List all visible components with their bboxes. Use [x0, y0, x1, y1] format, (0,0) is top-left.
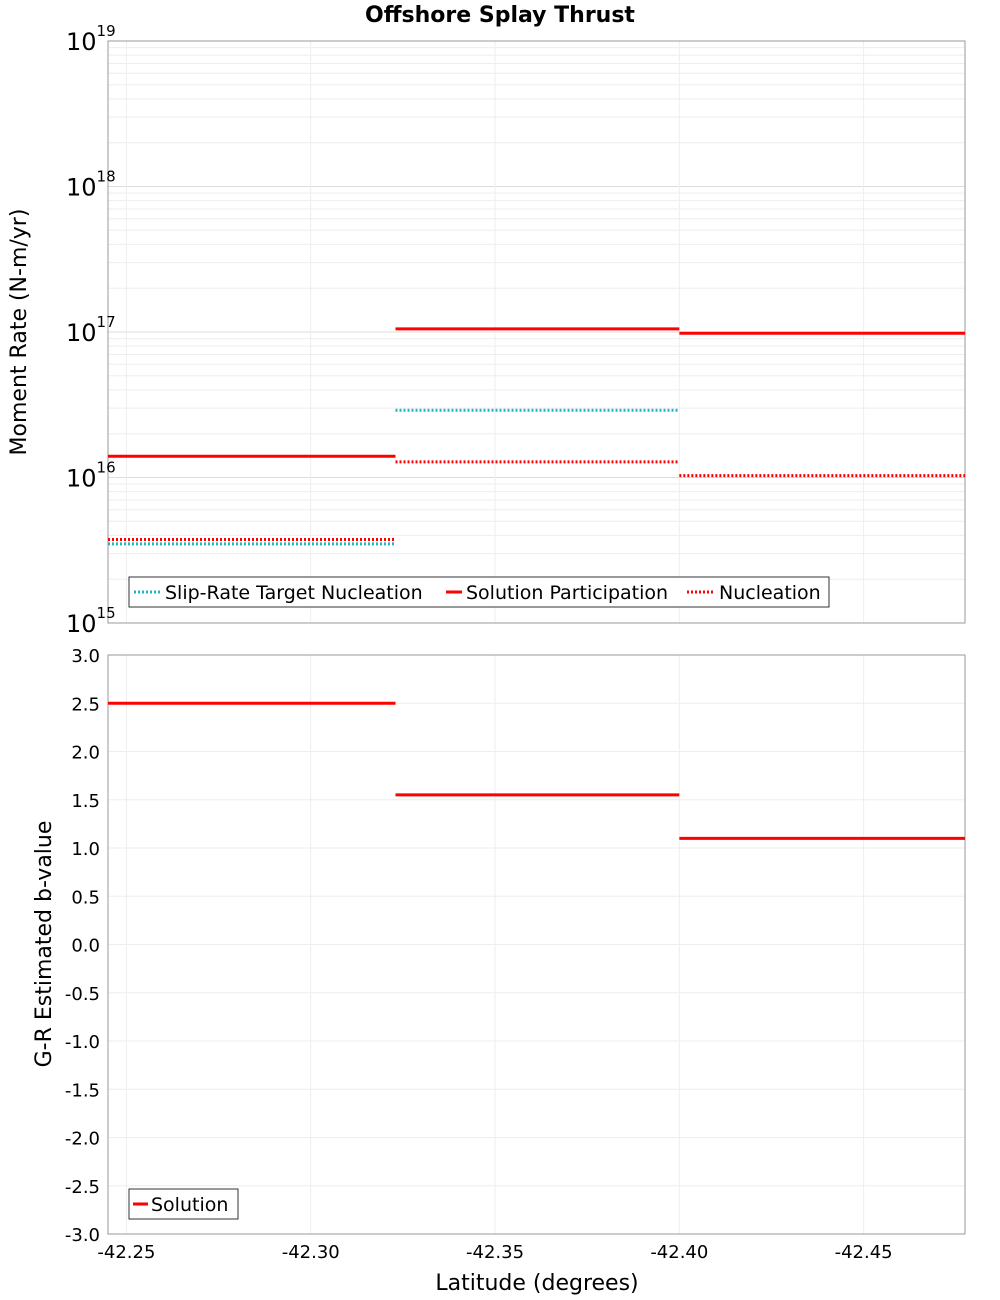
moment-rate-y-tick-label: 1018 [66, 168, 116, 202]
moment-rate-y-ticks: 1015 1016 1017 1018 1019 [66, 22, 116, 638]
b-value-y-tick-label: 2.5 [71, 694, 100, 715]
b-value-y-ticks: -3.0 -2.5 -2.0 -1.5 -1.0 -0.5 0.0 0.5 1.0 1.5 2.0 2… [65, 646, 100, 1246]
b-value-y-tick-label: -2.5 [65, 1177, 100, 1198]
latitude-x-tick-label: -42.35 [466, 1242, 524, 1263]
b-value-y-tick-label: 3.0 [71, 646, 100, 667]
b-value-y-axis-label: G-R Estimated b-value [32, 821, 57, 1068]
b-value-y-tick-label: -1.0 [65, 1032, 100, 1053]
moment-rate-legend: Slip-Rate Target Nucleation Solution Par… [128, 576, 830, 608]
b-value-y-tick-label: -2.0 [65, 1129, 100, 1150]
b-value-y-tick-label: 0.0 [71, 936, 100, 957]
b-value-series [108, 701, 965, 840]
b-value-y-tick-label: 1.5 [71, 791, 100, 812]
legend-label-nucleation: Nucleation [719, 582, 821, 604]
b-value-y-tick-label: 1.0 [71, 839, 100, 860]
legend-label-solution-participation: Solution Participation [466, 582, 668, 604]
chart-title: Offshore Splay Thrust [365, 3, 635, 28]
b-value-y-tick-label: -0.5 [65, 984, 100, 1005]
moment-rate-series [108, 327, 965, 546]
b-value-y-tick-label: -3.0 [65, 1225, 100, 1246]
b-value-y-tick-label: 0.5 [71, 887, 100, 908]
moment-rate-y-tick-label: 1016 [66, 459, 116, 493]
x-axis-label: Latitude (degrees) [435, 1271, 638, 1296]
moment-rate-panel: 1015 1016 1017 1018 1019 Moment Rate (N-m/yr… [7, 22, 966, 638]
moment-rate-y-tick-label: 1017 [66, 313, 116, 347]
moment-rate-y-tick-label: 1019 [66, 22, 116, 56]
moment-rate-gridlines [108, 41, 965, 624]
latitude-x-ticks: -42.25 -42.30 -42.35 -42.40 -42.45 [97, 1242, 892, 1263]
b-value-plot-frame [107, 654, 966, 1235]
legend-label-solution: Solution [151, 1194, 228, 1216]
b-value-panel: -3.0 -2.5 -2.0 -1.5 -1.0 -0.5 0.0 0.5 1.0 1.5 2.0 2… [32, 646, 966, 1296]
moment-rate-y-tick-label: 1015 [66, 604, 116, 638]
latitude-x-tick-label: -42.30 [282, 1242, 340, 1263]
latitude-x-tick-label: -42.25 [97, 1242, 155, 1263]
latitude-x-tick-label: -42.45 [835, 1242, 893, 1263]
b-value-y-tick-label: 2.0 [71, 743, 100, 764]
moment-rate-y-axis-label: Moment Rate (N-m/yr) [7, 209, 32, 456]
legend-label-slip-rate-target-nucleation: Slip-Rate Target Nucleation [165, 582, 423, 604]
b-value-legend: Solution [128, 1188, 239, 1220]
latitude-x-tick-label: -42.40 [650, 1242, 708, 1263]
b-value-y-tick-label: -1.5 [65, 1080, 100, 1101]
